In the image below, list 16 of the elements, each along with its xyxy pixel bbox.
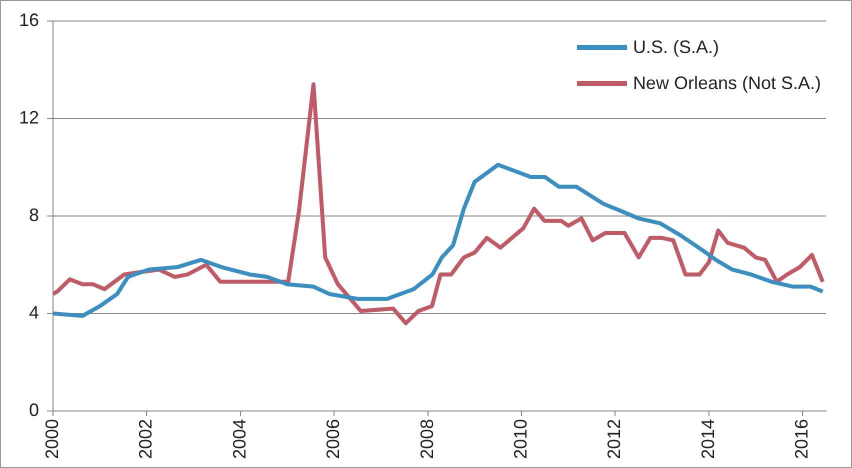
x-tick-label: 2002 xyxy=(136,418,156,460)
x-tick-label: 2008 xyxy=(416,418,437,460)
x-tick-label: 2016 xyxy=(792,418,812,460)
legend-label: U.S. (S.A.) xyxy=(632,36,719,59)
x-tick-label: 2010 xyxy=(510,418,530,460)
y-tick-label: 16 xyxy=(18,10,40,30)
y-tick-label: 0 xyxy=(29,400,40,420)
x-tick-label: 2006 xyxy=(323,418,344,460)
x-tick-label: 2012 xyxy=(604,418,624,460)
y-tick-label: 4 xyxy=(29,302,40,322)
y-tick-label: 12 xyxy=(18,107,40,128)
x-tick-label: 2004 xyxy=(229,418,250,460)
x-tick-label: 2000 xyxy=(42,418,62,460)
y-tick-label: 8 xyxy=(29,204,40,225)
legend-label: New Orleans (Not S.A.) xyxy=(632,72,821,95)
x-tick-label: 2014 xyxy=(698,418,718,460)
